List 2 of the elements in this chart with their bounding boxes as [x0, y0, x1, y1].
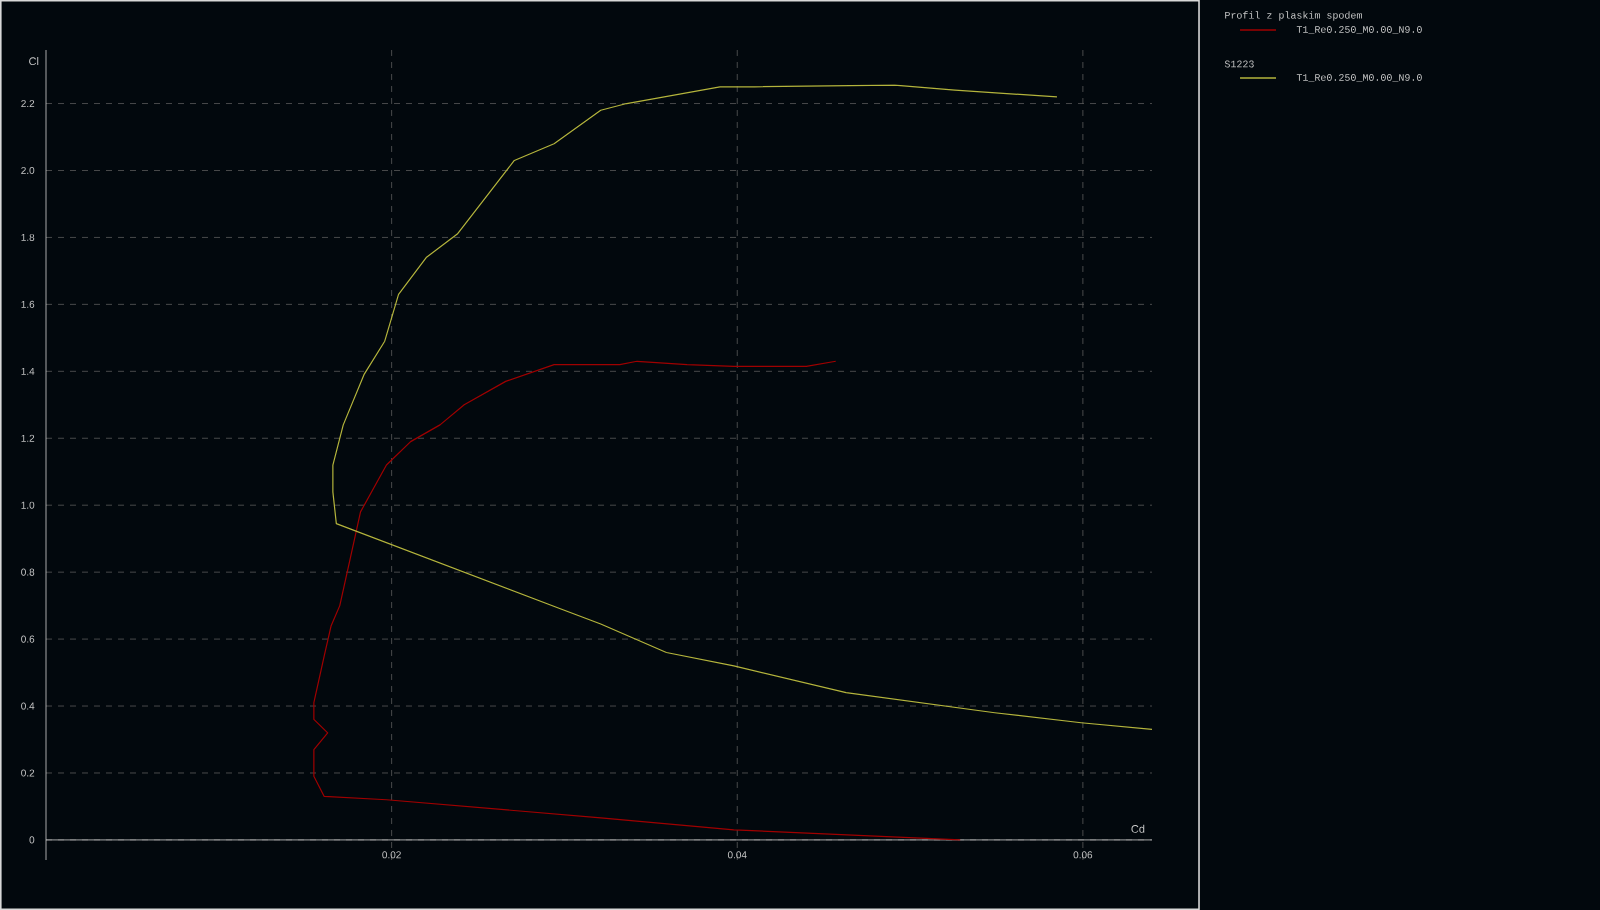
- line-series: [313, 360, 961, 841]
- line-series: [332, 84, 1153, 731]
